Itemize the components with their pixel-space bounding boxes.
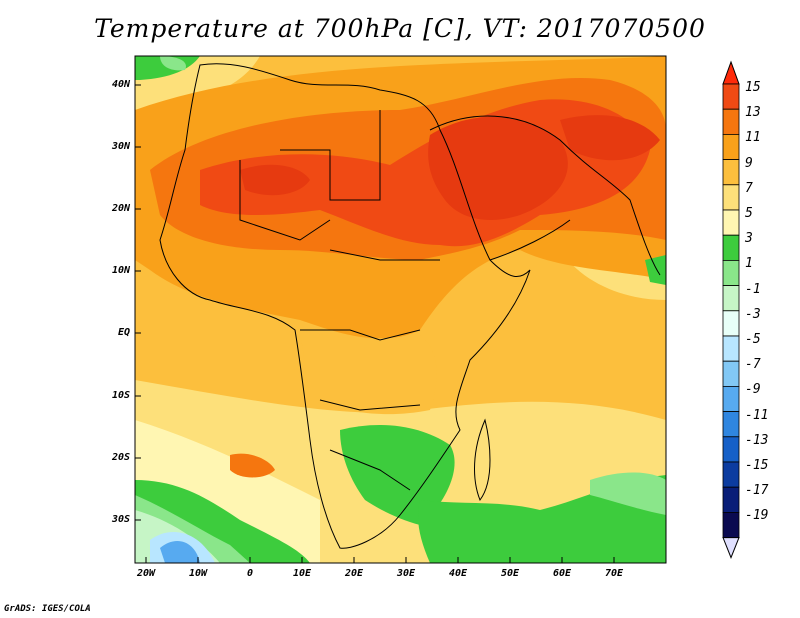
- colorbar-segment: [722, 360, 740, 387]
- colorbar-label: 7: [745, 180, 753, 196]
- colorbar-label: -5: [745, 332, 761, 347]
- colorbar-segment: [722, 234, 740, 261]
- colorbar-label: -17: [745, 483, 769, 499]
- colorbar-segment: [722, 310, 740, 337]
- lat-label-30n: 30N: [111, 141, 130, 152]
- colorbar-segment: [722, 512, 740, 539]
- colorbar-segment: [722, 108, 740, 135]
- lon-label-10w: 10W: [188, 568, 208, 579]
- lon-label-60e: 60E: [552, 568, 572, 579]
- lon-label-20e: 20E: [344, 568, 364, 579]
- colorbar-label: 13: [745, 105, 761, 121]
- colorbar-segment: [722, 436, 740, 463]
- colorbar-label: -11: [745, 407, 769, 423]
- map-title: Temperature at 700hPa [C], VT: 201707050…: [94, 14, 706, 43]
- colorbar-label: -1: [745, 281, 761, 297]
- lat-label-30s: 30S: [111, 514, 130, 525]
- grads-credit: GrADS: IGES/COLA: [4, 604, 91, 614]
- lon-label-50e: 50E: [500, 568, 520, 579]
- colorbar-label: -3: [745, 306, 761, 322]
- colorbar-segment: [722, 486, 740, 513]
- colorbar-segment: [722, 83, 740, 110]
- colorbar-label: 5: [745, 206, 753, 221]
- colorbar-segment: [722, 461, 740, 488]
- colorbar-segment: [722, 209, 740, 236]
- lon-label-70e: 70E: [604, 568, 624, 579]
- coastlines: [159, 63, 661, 549]
- colorbar-label: -9: [745, 382, 761, 398]
- axis-ticks: [135, 84, 615, 563]
- colorbar-label: 11: [745, 130, 761, 146]
- colorbar-segment: [722, 385, 740, 412]
- lat-label-40n: 40N: [111, 79, 130, 90]
- lon-label-30e: 30E: [396, 568, 416, 579]
- colorbar-segment: [722, 259, 740, 286]
- colorbar-label: -13: [745, 432, 769, 448]
- colorbar-segment: [722, 335, 740, 362]
- colorbar-segment: [722, 411, 740, 438]
- colorbar-label: 15: [745, 80, 761, 95]
- lon-label-20w: 20W: [136, 568, 156, 579]
- colorbar-top-triangle: [722, 60, 740, 85]
- lat-label-10n: 10N: [111, 265, 130, 276]
- temperature-field: [135, 56, 666, 563]
- colorbar-bottom-triangle: [722, 537, 740, 559]
- colorbar: [722, 60, 740, 559]
- colorbar-label: 9: [745, 155, 753, 171]
- colorbar-label: -15: [745, 458, 769, 473]
- colorbar-label: 1: [745, 256, 753, 272]
- map-frame: [134, 55, 667, 564]
- colorbar-segment: [722, 133, 740, 160]
- lon-label-10e: 10E: [292, 568, 312, 579]
- lat-label-eq: EQ: [117, 327, 130, 338]
- lat-label-20s: 20S: [111, 452, 130, 463]
- colorbar-label: -7: [745, 357, 761, 373]
- colorbar-label: 3: [745, 231, 753, 247]
- colorbar-segment: [722, 159, 740, 186]
- colorbar-label: -19: [745, 508, 769, 524]
- lat-label-10s: 10S: [111, 390, 130, 401]
- colorbar-segment: [722, 285, 740, 312]
- lon-label-40e: 40E: [448, 568, 468, 579]
- lat-label-20n: 20N: [111, 203, 130, 214]
- lon-label-0: 0: [246, 568, 254, 579]
- colorbar-segment: [722, 184, 740, 211]
